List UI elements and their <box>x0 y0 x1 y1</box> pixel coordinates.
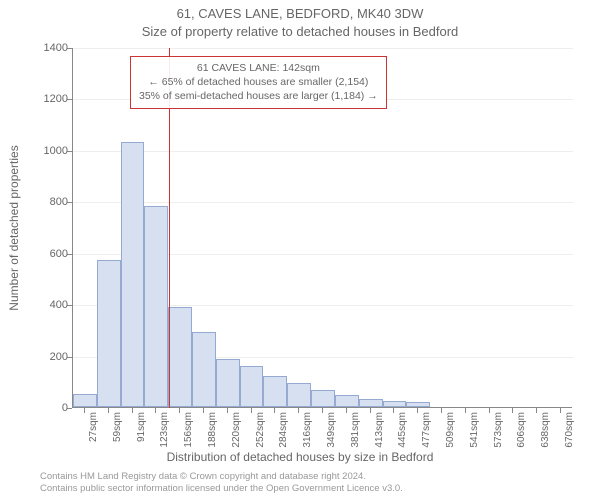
x-tick-mark <box>489 408 490 413</box>
x-tick-label: 284sqm <box>278 412 289 448</box>
x-tick-mark <box>108 408 109 413</box>
x-tick-mark <box>346 408 347 413</box>
y-tick-label: 200 <box>8 351 68 363</box>
y-tick-label: 400 <box>8 299 68 311</box>
histogram-bar <box>335 395 359 407</box>
x-tick-label: 252sqm <box>255 412 266 448</box>
y-tick-label: 600 <box>8 248 68 260</box>
x-tick-mark <box>298 408 299 413</box>
x-tick-label: 156sqm <box>183 412 194 448</box>
y-axis-label: Number of detached properties <box>7 145 21 310</box>
x-tick-label: 123sqm <box>159 412 170 448</box>
x-tick-label: 541sqm <box>469 412 480 448</box>
x-tick-mark <box>155 408 156 413</box>
x-tick-label: 573sqm <box>493 412 504 448</box>
histogram-bar <box>144 206 168 407</box>
x-tick-mark <box>465 408 466 413</box>
x-tick-label: 91sqm <box>136 412 147 442</box>
x-tick-label: 413sqm <box>374 412 385 448</box>
x-tick-mark <box>132 408 133 413</box>
histogram-bar <box>406 402 430 407</box>
x-tick-label: 59sqm <box>112 412 123 442</box>
annotation-line1: 61 CAVES LANE: 142sqm <box>139 61 378 75</box>
histogram-bar <box>97 260 121 407</box>
histogram-bar <box>359 399 383 407</box>
y-tick-label: 1200 <box>8 93 68 105</box>
x-tick-label: 316sqm <box>302 412 313 448</box>
x-tick-mark <box>203 408 204 413</box>
x-tick-label: 477sqm <box>421 412 432 448</box>
x-tick-label: 349sqm <box>326 412 337 448</box>
y-tick-label: 1400 <box>8 42 68 54</box>
x-tick-mark <box>512 408 513 413</box>
x-tick-mark <box>274 408 275 413</box>
x-tick-mark <box>179 408 180 413</box>
x-tick-mark <box>560 408 561 413</box>
histogram-bar <box>383 401 407 407</box>
x-tick-label: 509sqm <box>445 412 456 448</box>
x-tick-mark <box>536 408 537 413</box>
histogram-bar <box>192 332 216 407</box>
histogram-bar <box>263 376 287 407</box>
grid-line <box>73 202 573 203</box>
x-tick-label: 606sqm <box>516 412 527 448</box>
y-tick-label: 1000 <box>8 145 68 157</box>
x-tick-label: 381sqm <box>350 412 361 448</box>
annotation-line2: ← 65% of detached houses are smaller (2,… <box>139 75 378 89</box>
histogram-bar <box>287 383 311 407</box>
annotation-line3: 35% of semi-detached houses are larger (… <box>139 89 378 103</box>
histogram-bar <box>168 307 192 407</box>
x-axis-label: Distribution of detached houses by size … <box>0 450 600 464</box>
x-tick-mark <box>393 408 394 413</box>
y-tick-label: 800 <box>8 196 68 208</box>
histogram-bar <box>216 359 240 407</box>
grid-line <box>73 151 573 152</box>
histogram-bar <box>311 390 335 407</box>
x-tick-label: 638sqm <box>540 412 551 448</box>
x-tick-mark <box>227 408 228 413</box>
y-tick-label: 0 <box>8 402 68 414</box>
x-tick-mark <box>251 408 252 413</box>
footer-line2: Contains public sector information licen… <box>40 483 403 494</box>
x-tick-mark <box>322 408 323 413</box>
x-tick-label: 445sqm <box>397 412 408 448</box>
x-tick-mark <box>417 408 418 413</box>
chart-title-line2: Size of property relative to detached ho… <box>0 24 600 39</box>
histogram-bar <box>121 142 145 407</box>
grid-line <box>73 48 573 49</box>
x-tick-label: 220sqm <box>231 412 242 448</box>
chart-title-line1: 61, CAVES LANE, BEDFORD, MK40 3DW <box>0 6 600 21</box>
x-tick-mark <box>441 408 442 413</box>
x-tick-label: 188sqm <box>207 412 218 448</box>
footer-line1: Contains HM Land Registry data © Crown c… <box>40 471 366 482</box>
x-tick-label: 27sqm <box>88 412 99 442</box>
x-tick-mark <box>370 408 371 413</box>
x-tick-mark <box>84 408 85 413</box>
histogram-bar <box>73 394 97 407</box>
histogram-bar <box>240 366 264 407</box>
chart-container: 61, CAVES LANE, BEDFORD, MK40 3DW Size o… <box>0 0 600 500</box>
annotation-box: 61 CAVES LANE: 142sqm← 65% of detached h… <box>130 56 387 109</box>
x-tick-label: 670sqm <box>564 412 575 448</box>
